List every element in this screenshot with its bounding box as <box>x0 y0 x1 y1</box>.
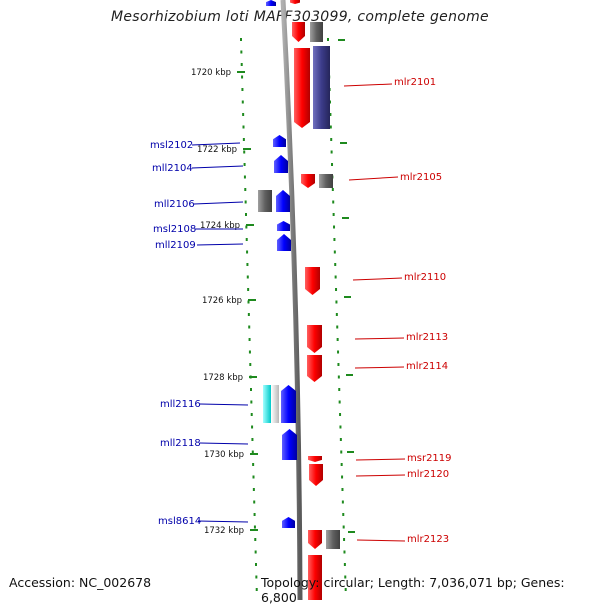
kbp-scale: 1720 kbp 1722 kbp 1724 kbp 1726 kbp 1728… <box>191 68 244 536</box>
gene-glyph-mll2109[interactable] <box>277 234 291 251</box>
gene-glyph[interactable] <box>292 22 305 42</box>
gene-glyph-mll2104[interactable] <box>274 155 288 173</box>
gene-label-mlr2105[interactable]: mlr2105 <box>400 172 442 183</box>
leader-line <box>354 366 405 369</box>
leader-line <box>355 474 406 477</box>
kbp-label: 1720 kbp <box>191 68 231 78</box>
gene-glyph-mlr2120[interactable] <box>309 464 323 486</box>
gene-label-mlr2110[interactable]: mlr2110 <box>404 272 446 283</box>
leader-line <box>356 539 406 542</box>
reverse-gene-labels: msl2102 mll2104 mll2106 msl2108 mll2109 … <box>150 140 249 527</box>
gene-glyph-mlr2110[interactable] <box>305 267 320 295</box>
gene-glyph[interactable] <box>290 0 300 4</box>
kbp-label: 1722 kbp <box>197 145 237 155</box>
gene-label-mll2104[interactable]: mll2104 <box>152 163 193 174</box>
leader-line <box>199 403 249 406</box>
leader-line <box>348 176 399 181</box>
leader-line <box>191 165 244 169</box>
gene-glyph-msl8614[interactable] <box>282 517 295 528</box>
leader-line <box>343 83 393 87</box>
gene-layer <box>258 0 340 600</box>
leader-line <box>196 243 244 246</box>
gene-label-mlr2113[interactable]: mlr2113 <box>406 332 448 343</box>
gene-glyph[interactable] <box>258 190 272 212</box>
genome-backbone <box>280 0 303 600</box>
gene-label-msl8614[interactable]: msl8614 <box>158 516 201 527</box>
leader-line <box>352 277 403 281</box>
gene-label-mlr2101[interactable]: mlr2101 <box>394 77 436 88</box>
gene-glyph[interactable] <box>308 555 322 600</box>
kbp-label: 1730 kbp <box>204 450 244 460</box>
gene-glyph[interactable] <box>271 385 279 423</box>
kbp-label: 1732 kbp <box>204 526 244 536</box>
gene-label-msr2119[interactable]: msr2119 <box>407 453 452 464</box>
topology-text: Topology: circular; Length: 7,036,071 bp… <box>261 575 565 605</box>
leader-line <box>199 442 249 445</box>
gene-glyph-mlr2101[interactable] <box>294 48 310 128</box>
gene-label-mlr2123[interactable]: mlr2123 <box>407 534 449 545</box>
gene-glyph-mlr2105[interactable] <box>301 174 315 188</box>
gene-glyph[interactable] <box>313 46 330 129</box>
kbp-tick-marks <box>237 71 258 531</box>
gene-glyph-mlr2114[interactable] <box>307 355 322 382</box>
gene-glyph-msl2102[interactable] <box>273 135 286 147</box>
accession-text: Accession: NC_002678 <box>9 575 152 590</box>
gene-label-mll2118[interactable]: mll2118 <box>160 438 201 449</box>
gene-label-mll2106[interactable]: mll2106 <box>154 199 195 210</box>
gene-glyph[interactable] <box>326 530 340 549</box>
leader-line <box>355 458 406 461</box>
forward-gene-labels: mlr2101 mlr2105 mlr2110 mlr2113 mlr2114 … <box>343 77 452 545</box>
genome-title: Mesorhizobium loti MAFF303099, complete … <box>111 9 489 25</box>
gene-label-mll2109[interactable]: mll2109 <box>155 240 196 251</box>
kbp-label: 1724 kbp <box>200 221 240 231</box>
gene-label-mlr2114[interactable]: mlr2114 <box>406 361 448 372</box>
kbp-label: 1726 kbp <box>202 296 242 306</box>
gene-glyph-mll2116[interactable] <box>281 385 296 423</box>
gene-label-msl2102[interactable]: msl2102 <box>150 140 193 151</box>
gene-glyph[interactable] <box>310 22 323 42</box>
leader-line <box>193 201 244 205</box>
gene-label-mll2116[interactable]: mll2116 <box>160 399 201 410</box>
kbp-label: 1728 kbp <box>203 373 243 383</box>
gene-label-msl2108[interactable]: msl2108 <box>153 224 196 235</box>
gene-glyph-msl2108[interactable] <box>277 221 290 231</box>
gene-glyph-mll2118[interactable] <box>282 429 297 460</box>
gene-label-mlr2120[interactable]: mlr2120 <box>407 469 449 480</box>
gene-glyph[interactable] <box>266 0 276 6</box>
gene-glyph-mlr2113[interactable] <box>307 325 322 353</box>
gene-glyph[interactable] <box>263 385 271 423</box>
gene-glyph-mll2106[interactable] <box>276 190 290 212</box>
leader-line <box>191 142 241 146</box>
gene-glyph-msr2119[interactable] <box>308 456 322 462</box>
leader-line <box>197 520 249 523</box>
gene-glyph[interactable] <box>319 174 333 188</box>
leader-line <box>354 337 405 340</box>
gene-glyph-mlr2123[interactable] <box>308 530 322 549</box>
